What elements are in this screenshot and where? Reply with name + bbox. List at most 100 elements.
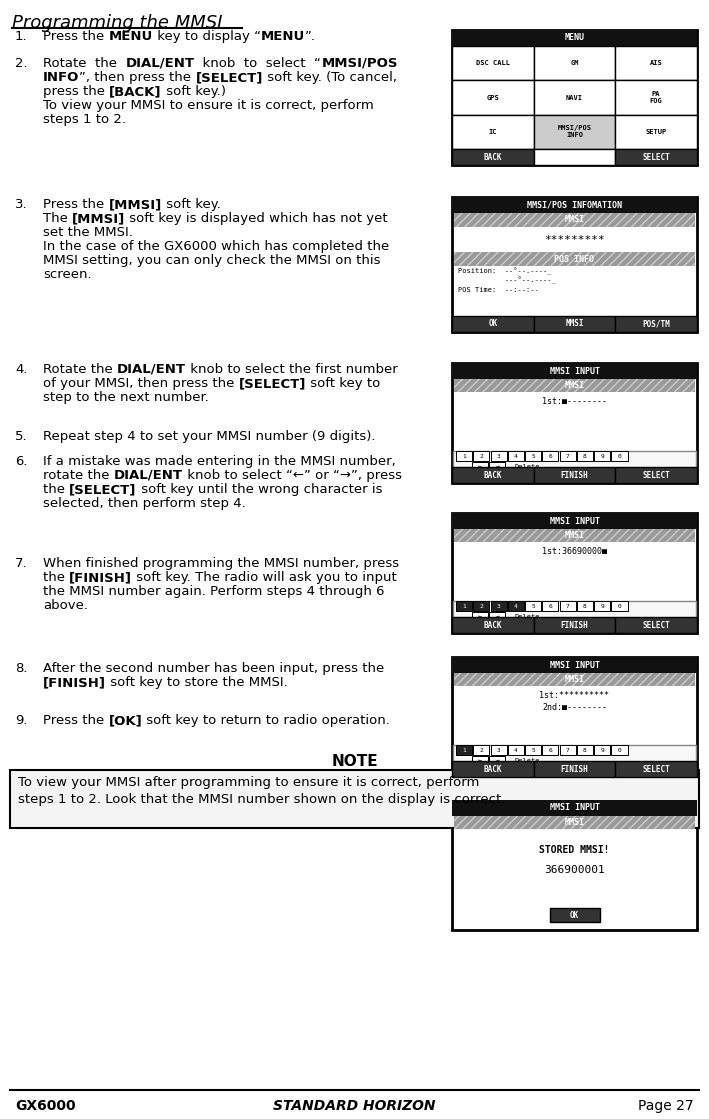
- Text: OK: OK: [489, 320, 498, 329]
- Text: When finished programming the MMSI number, press: When finished programming the MMSI numbe…: [43, 557, 399, 570]
- Bar: [615, 761, 697, 777]
- Text: GPS: GPS: [486, 94, 499, 101]
- Text: 2.: 2.: [15, 57, 28, 70]
- Text: 3: 3: [497, 603, 501, 609]
- Text: knob to select “←” or “→”, press: knob to select “←” or “→”, press: [183, 469, 402, 482]
- Text: POS INFO: POS INFO: [554, 254, 595, 263]
- Text: 9: 9: [601, 603, 604, 609]
- Text: soft key until the wrong character is: soft key until the wrong character is: [137, 483, 382, 496]
- Bar: [452, 657, 697, 777]
- Text: BACK: BACK: [484, 764, 502, 773]
- Text: 7: 7: [566, 747, 569, 752]
- Text: Press the: Press the: [43, 198, 108, 211]
- Bar: [615, 316, 697, 332]
- Text: ”, then press the: ”, then press the: [79, 70, 196, 84]
- Text: [SELECT]: [SELECT]: [69, 483, 137, 496]
- Text: Delete: Delete: [515, 464, 540, 470]
- Bar: [472, 462, 488, 472]
- Bar: [474, 745, 489, 755]
- Bar: [454, 529, 695, 542]
- Text: Delete: Delete: [515, 614, 540, 620]
- Bar: [454, 529, 695, 542]
- Text: soft key. The radio will ask you to input: soft key. The radio will ask you to inpu…: [133, 571, 397, 584]
- Text: SELECT: SELECT: [642, 470, 670, 480]
- Bar: [452, 513, 697, 633]
- Bar: [452, 761, 534, 777]
- Text: ←: ←: [479, 759, 482, 763]
- Text: 4: 4: [514, 747, 518, 752]
- Text: Delete: Delete: [515, 758, 540, 764]
- Text: MMSI INPUT: MMSI INPUT: [549, 367, 600, 376]
- Bar: [454, 673, 695, 686]
- Text: 3: 3: [497, 453, 501, 459]
- Text: ←: ←: [479, 464, 482, 470]
- Text: 2: 2: [479, 747, 483, 752]
- Bar: [454, 252, 695, 266]
- Bar: [525, 745, 541, 755]
- Bar: [489, 612, 506, 622]
- Text: NAVI: NAVI: [566, 94, 583, 101]
- Bar: [611, 451, 627, 461]
- Text: 7: 7: [566, 603, 569, 609]
- Text: MMSI: MMSI: [564, 216, 584, 225]
- Bar: [615, 46, 697, 81]
- Text: BACK: BACK: [484, 621, 502, 630]
- Text: 6: 6: [549, 603, 552, 609]
- Bar: [577, 451, 593, 461]
- Text: If a mistake was made entering in the MMSI number,: If a mistake was made entering in the MM…: [43, 455, 396, 468]
- Text: [SELECT]: [SELECT]: [196, 70, 263, 84]
- Bar: [452, 467, 534, 483]
- Text: [MMSI]: [MMSI]: [108, 198, 162, 211]
- Text: 0: 0: [618, 453, 621, 459]
- Text: soft key to: soft key to: [306, 377, 380, 391]
- Bar: [454, 816, 695, 829]
- Bar: [454, 252, 695, 266]
- Bar: [452, 513, 697, 529]
- Bar: [472, 612, 488, 622]
- Text: ←: ←: [479, 614, 482, 620]
- Text: steps 1 to 2.: steps 1 to 2.: [43, 113, 126, 126]
- Text: 2nd:■--------: 2nd:■--------: [542, 704, 607, 713]
- Text: 8: 8: [583, 603, 587, 609]
- Text: 4: 4: [514, 603, 518, 609]
- Text: 8.: 8.: [15, 662, 28, 675]
- Text: To view your MMSI after programming to ensure it is correct, perform
steps 1 to : To view your MMSI after programming to e…: [18, 775, 506, 806]
- Text: FINISH: FINISH: [561, 764, 588, 773]
- Text: To view your MMSI to ensure it is correct, perform: To view your MMSI to ensure it is correc…: [43, 98, 374, 112]
- Bar: [534, 467, 615, 483]
- Text: Rotate the: Rotate the: [43, 363, 117, 376]
- Text: soft key to store the MMSI.: soft key to store the MMSI.: [106, 676, 288, 689]
- Text: MMSI/POS INFOMATION: MMSI/POS INFOMATION: [527, 200, 622, 209]
- Bar: [615, 149, 697, 164]
- Text: →: →: [496, 614, 499, 620]
- Bar: [453, 451, 696, 479]
- Bar: [577, 601, 593, 611]
- Bar: [594, 601, 610, 611]
- Text: ---°--.----_: ---°--.----_: [458, 278, 556, 284]
- Text: 1.: 1.: [15, 30, 28, 43]
- Text: SELECT: SELECT: [642, 152, 670, 161]
- Text: press the: press the: [43, 85, 109, 98]
- Bar: [454, 673, 695, 686]
- Bar: [559, 601, 576, 611]
- Text: Programming the MMSI: Programming the MMSI: [12, 15, 223, 32]
- Bar: [454, 213, 695, 227]
- Text: rotate the: rotate the: [43, 469, 113, 482]
- Bar: [534, 761, 615, 777]
- Text: SETUP: SETUP: [645, 129, 666, 134]
- Text: soft key.): soft key.): [162, 85, 225, 98]
- Text: the MMSI number again. Perform steps 4 through 6: the MMSI number again. Perform steps 4 t…: [43, 585, 384, 598]
- Text: FINISH: FINISH: [561, 470, 588, 480]
- Text: set the MMSI.: set the MMSI.: [43, 226, 133, 239]
- Bar: [525, 601, 541, 611]
- Text: MENU: MENU: [108, 30, 152, 43]
- Bar: [452, 800, 697, 930]
- Bar: [594, 451, 610, 461]
- Text: DIAL/ENT: DIAL/ENT: [117, 363, 186, 376]
- Bar: [549, 908, 600, 922]
- Text: SELECT: SELECT: [642, 621, 670, 630]
- Bar: [542, 601, 559, 611]
- Bar: [508, 745, 524, 755]
- Text: knob to select the first number: knob to select the first number: [186, 363, 398, 376]
- Bar: [491, 601, 507, 611]
